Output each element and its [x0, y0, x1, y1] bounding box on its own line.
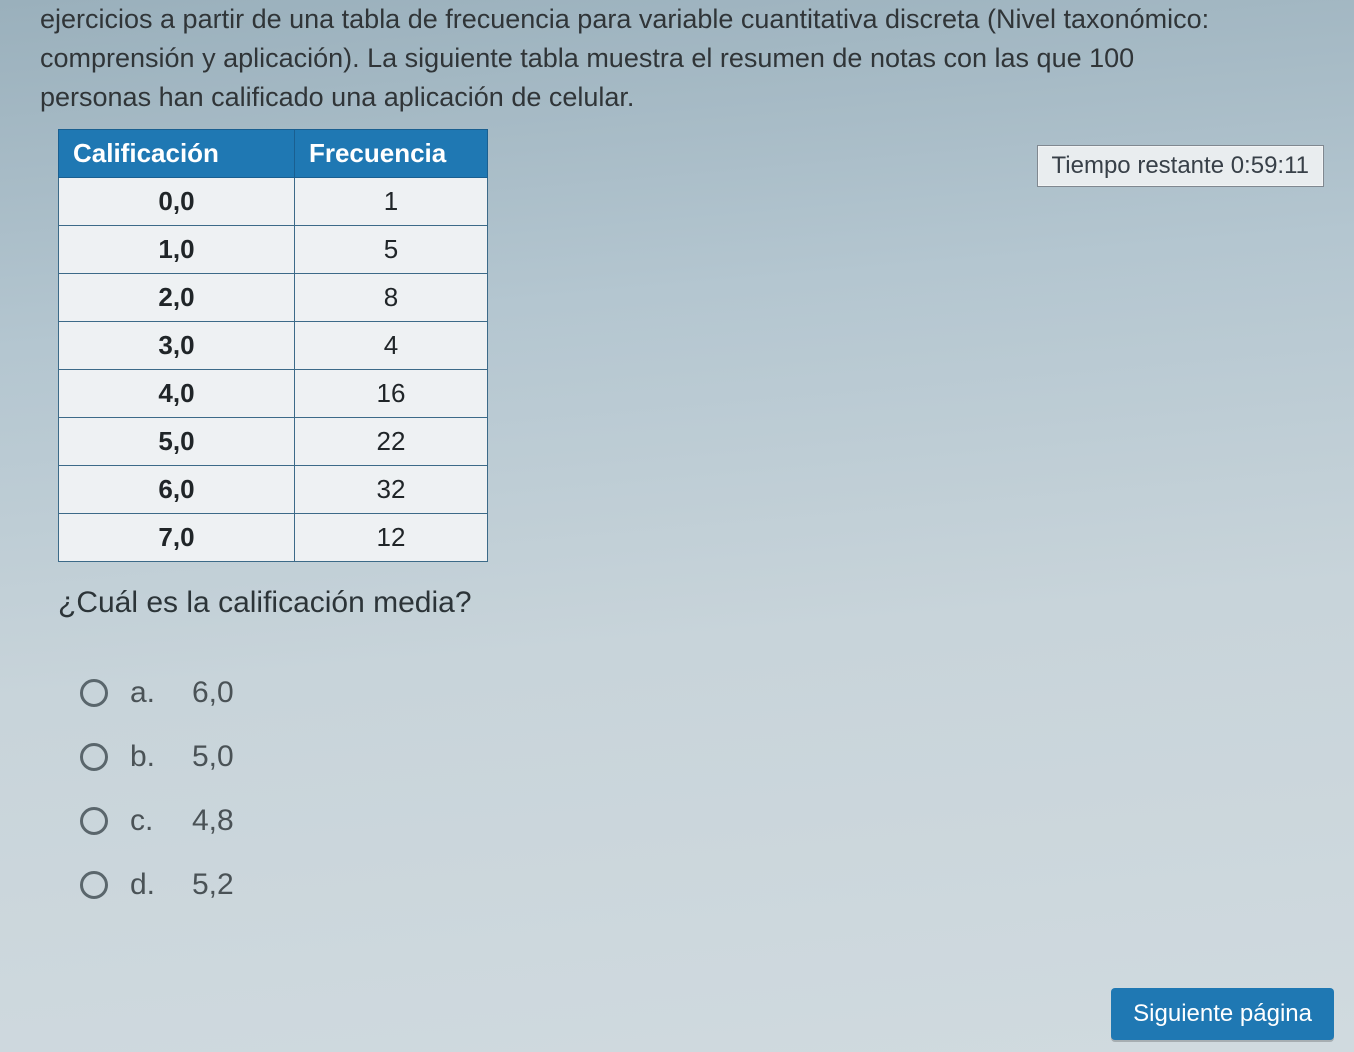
- table-row: 5,0 22: [59, 418, 488, 466]
- cell-calificacion: 3,0: [59, 322, 295, 370]
- cell-calificacion: 2,0: [59, 274, 295, 322]
- question-text: ¿Cuál es la calificación media?: [58, 586, 1314, 620]
- frequency-table: Calificación Frecuencia 0,0 1 1,0 5 2,0 …: [58, 129, 488, 562]
- cell-frecuencia: 8: [294, 274, 487, 322]
- table-row: 7,0 12: [59, 514, 488, 562]
- time-remaining-text: Tiempo restante 0:59:11: [1052, 152, 1309, 179]
- prompt-line-3: personas han calificado una aplicación d…: [40, 82, 634, 112]
- option-text: 6,0: [192, 676, 234, 710]
- cell-calificacion: 7,0: [59, 514, 295, 562]
- prompt-line-1: ejercicios a partir de una tabla de frec…: [40, 4, 1209, 34]
- table-header-row: Calificación Frecuencia: [59, 130, 488, 178]
- header-frecuencia: Frecuencia: [294, 130, 487, 178]
- table-row: 0,0 1: [59, 178, 488, 226]
- prompt-line-2: comprensión y aplicación). La siguiente …: [40, 43, 1134, 73]
- cell-frecuencia: 5: [294, 226, 487, 274]
- option-letter: c.: [130, 804, 170, 838]
- next-page-button[interactable]: Siguiente página: [1111, 988, 1334, 1040]
- table-row: 6,0 32: [59, 466, 488, 514]
- cell-calificacion: 4,0: [59, 370, 295, 418]
- radio-icon[interactable]: [80, 679, 108, 707]
- cell-frecuencia: 32: [294, 466, 487, 514]
- option-text: 5,0: [192, 740, 234, 774]
- option-text: 5,2: [192, 868, 234, 902]
- option-text: 4,8: [192, 804, 234, 838]
- option-c[interactable]: c. 4,8: [80, 804, 1314, 838]
- option-a[interactable]: a. 6,0: [80, 676, 1314, 710]
- time-remaining-badge: Tiempo restante 0:59:11: [1037, 145, 1324, 187]
- table-row: 2,0 8: [59, 274, 488, 322]
- option-b[interactable]: b. 5,0: [80, 740, 1314, 774]
- cell-calificacion: 0,0: [59, 178, 295, 226]
- table-row: 4,0 16: [59, 370, 488, 418]
- cell-calificacion: 5,0: [59, 418, 295, 466]
- cell-calificacion: 1,0: [59, 226, 295, 274]
- table-row: 3,0 4: [59, 322, 488, 370]
- option-letter: a.: [130, 676, 170, 710]
- option-letter: b.: [130, 740, 170, 774]
- header-calificacion: Calificación: [59, 130, 295, 178]
- radio-icon[interactable]: [80, 807, 108, 835]
- radio-icon[interactable]: [80, 743, 108, 771]
- cell-calificacion: 6,0: [59, 466, 295, 514]
- cell-frecuencia: 16: [294, 370, 487, 418]
- option-d[interactable]: d. 5,2: [80, 868, 1314, 902]
- answer-options: a. 6,0 b. 5,0 c. 4,8 d. 5,2: [80, 676, 1314, 902]
- cell-frecuencia: 12: [294, 514, 487, 562]
- option-letter: d.: [130, 868, 170, 902]
- quiz-page: ejercicios a partir de una tabla de frec…: [0, 0, 1354, 1052]
- cell-frecuencia: 1: [294, 178, 487, 226]
- radio-icon[interactable]: [80, 871, 108, 899]
- cell-frecuencia: 22: [294, 418, 487, 466]
- cell-frecuencia: 4: [294, 322, 487, 370]
- table-row: 1,0 5: [59, 226, 488, 274]
- question-prompt: ejercicios a partir de una tabla de frec…: [40, 0, 1314, 117]
